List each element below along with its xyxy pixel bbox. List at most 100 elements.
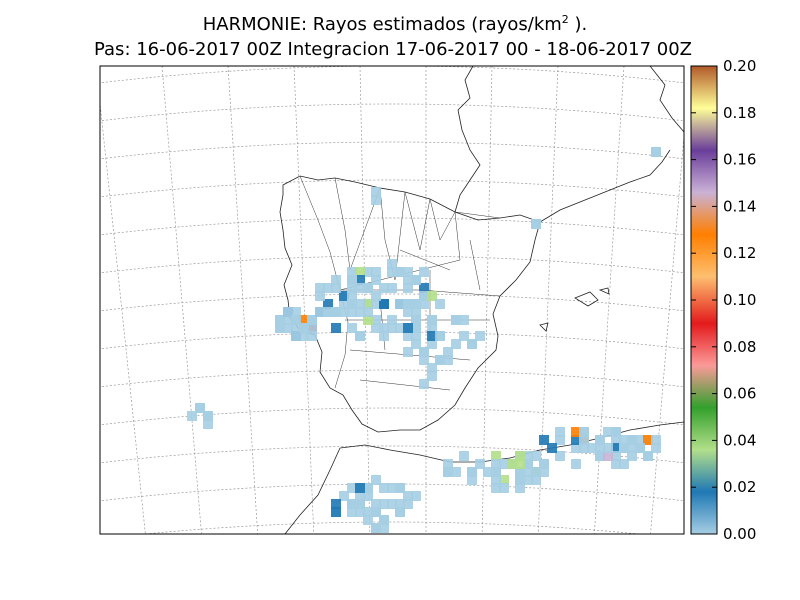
- lightning-cell: [635, 443, 645, 453]
- lightning-cell: [443, 347, 453, 357]
- lightning-cell: [387, 499, 397, 509]
- lightning-cell: [443, 467, 453, 477]
- lightning-cell: [403, 307, 413, 317]
- lightning-cell: [299, 315, 309, 325]
- lightning-cell: [459, 315, 469, 325]
- lightning-cell: [547, 443, 557, 453]
- lightning-cell: [323, 307, 333, 317]
- lightning-cell: [419, 355, 429, 365]
- colorbar: 0.00 0.02 0.04 0.06 0.08 0.10 0.12 0.14 0.16 0.18…: [690, 57, 756, 543]
- lightning-cell: [339, 299, 349, 309]
- lightning-cell: [403, 499, 413, 509]
- lightning-cell: [291, 315, 301, 325]
- lightning-cell: [499, 483, 509, 493]
- parallel-line: [100, 407, 684, 426]
- lightning-cell: [355, 267, 365, 277]
- lightning-cell: [611, 427, 621, 437]
- meridian-line: [161, 66, 202, 534]
- colorbar-ticks: 0.00 0.02 0.04 0.06 0.08 0.10 0.12 0.14 0.16 0.18…: [691, 57, 756, 543]
- lightning-cell: [355, 299, 365, 309]
- lightning-cell: [403, 283, 413, 293]
- lightning-cell: [307, 331, 317, 341]
- lightning-cell: [387, 323, 397, 333]
- lightning-cell: [299, 323, 309, 333]
- lightning-cell: [347, 299, 357, 309]
- lightning-cell: [491, 451, 501, 461]
- lightning-cell: [419, 379, 429, 389]
- lightning-cell: [379, 515, 389, 525]
- lightning-cell: [347, 323, 357, 333]
- lightning-cell: [539, 467, 549, 477]
- lightning-cell: [291, 331, 301, 341]
- lightning-cell: [355, 491, 365, 501]
- lightning-cell: [443, 355, 453, 365]
- colorbar-tick-label: 0.06: [723, 385, 756, 403]
- lightning-cell: [539, 459, 549, 469]
- lightning-cell: [195, 403, 205, 413]
- lightning-cell: [451, 467, 461, 477]
- lightning-cell: [611, 435, 621, 445]
- lightning-cell: [203, 411, 213, 421]
- colorbar-tick-label: 0.00: [723, 525, 756, 543]
- parallel-line: [141, 521, 643, 534]
- lightning-cell: [379, 299, 389, 309]
- lightning-cell: [571, 427, 581, 437]
- lightning-cell: [523, 451, 533, 461]
- lightning-cell: [363, 483, 373, 493]
- lightning-cell: [491, 483, 501, 493]
- lightning-cell: [531, 219, 541, 229]
- france-border: [454, 211, 501, 219]
- lightning-cell: [387, 315, 397, 325]
- lightning-cell: [451, 315, 461, 325]
- lightning-cell: [603, 443, 613, 453]
- lightning-cell: [411, 491, 421, 501]
- lightning-cell: [315, 291, 325, 301]
- lightning-cell: [339, 491, 349, 501]
- meridian-line: [0, 66, 34, 540]
- colorbar-tick-label: 0.18: [723, 104, 756, 122]
- lightning-cell: [371, 475, 381, 485]
- lightning-cell: [347, 499, 357, 509]
- lightning-cell: [651, 147, 661, 157]
- lightning-cell: [331, 323, 341, 333]
- lightning-cell: [371, 315, 381, 325]
- lightning-cell: [427, 339, 437, 349]
- lightning-cell: [595, 435, 605, 445]
- lightning-cell: [451, 339, 461, 349]
- lightning-cell: [411, 339, 421, 349]
- lightning-cell: [435, 355, 445, 365]
- lightning-cell: [651, 435, 661, 445]
- graticule: [0, 66, 684, 540]
- italy-coast: [649, 66, 684, 133]
- lightning-cell: [363, 315, 373, 325]
- lightning-cell: [371, 195, 381, 205]
- lightning-cell: [595, 443, 605, 453]
- lightning-cell: [355, 307, 365, 317]
- lightning-cell: [363, 491, 373, 501]
- lightning-cell: [427, 323, 437, 333]
- lightning-cell: [499, 475, 509, 485]
- lightning-cell: [411, 307, 421, 317]
- france-coastline: [454, 66, 481, 213]
- lightning-cell: [291, 307, 301, 317]
- chart-title-line-1: HARMONIE: Rayos estimados (rayos/km2 ).: [202, 13, 588, 35]
- lightning-cell: [539, 435, 549, 445]
- lightning-cell: [555, 427, 565, 437]
- lightning-cell: [355, 275, 365, 285]
- lightning-cell: [403, 331, 413, 341]
- parallel-line: [100, 331, 684, 350]
- lightning-cell: [595, 451, 605, 461]
- lightning-cell: [371, 299, 381, 309]
- colorbar-tick-label: 0.14: [723, 197, 756, 215]
- lightning-cell: [347, 267, 357, 277]
- lightning-cell: [531, 475, 541, 485]
- lightning-cell: [467, 475, 477, 485]
- mallorca: [574, 291, 599, 307]
- lightning-cell: [491, 459, 501, 469]
- lightning-cell: [339, 307, 349, 317]
- lightning-cell: [275, 323, 285, 333]
- lightning-cell: [363, 283, 373, 293]
- lightning-cell: [643, 451, 653, 461]
- lightning-cell: [427, 371, 437, 381]
- lightning-cell: [371, 499, 381, 509]
